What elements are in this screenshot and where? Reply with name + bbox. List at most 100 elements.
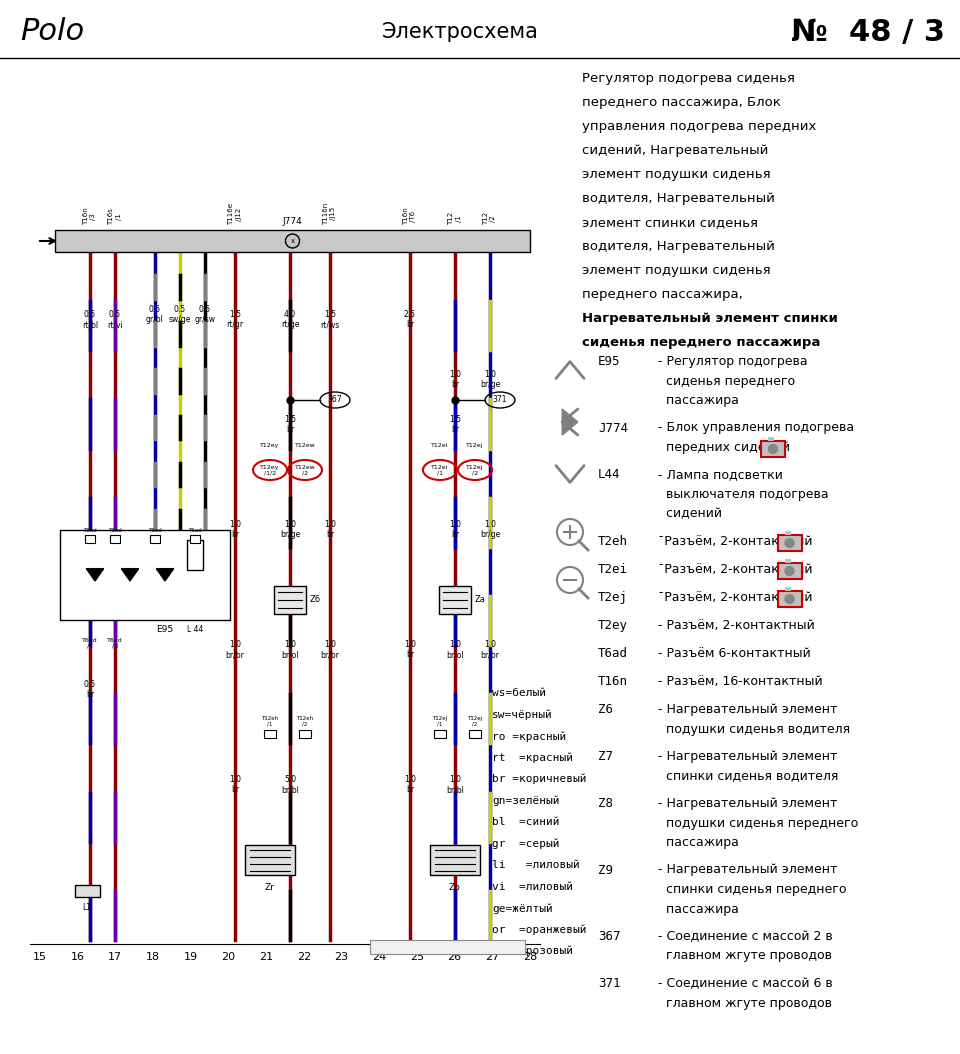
Text: Z9: Z9 — [598, 863, 613, 877]
Text: T12ew: T12ew — [295, 443, 316, 448]
Text: 0.5
rt/bl: 0.5 rt/bl — [82, 310, 98, 330]
Bar — [768, 437, 774, 441]
Text: переднего пассажира,: переднего пассажира, — [582, 288, 743, 301]
Polygon shape — [122, 569, 138, 581]
Text: T12ej
/2: T12ej /2 — [468, 717, 483, 727]
Text: E95: E95 — [598, 355, 620, 368]
Text: пассажира: пассажира — [658, 902, 739, 916]
Text: 371: 371 — [598, 977, 620, 990]
Text: пассажира: пассажира — [658, 836, 739, 850]
Text: 21: 21 — [259, 952, 274, 962]
Text: - Разъём 6-контактный: - Разъём 6-контактный — [658, 647, 811, 660]
Text: J774: J774 — [282, 217, 302, 226]
Text: 0.5
gr/sw: 0.5 gr/sw — [195, 305, 215, 325]
Text: - Нагревательный элемент: - Нагревательный элемент — [658, 703, 837, 716]
Text: - Соединение с массой 2 в: - Соединение с массой 2 в — [658, 930, 832, 943]
Text: сидений, Нагревательный: сидений, Нагревательный — [582, 144, 768, 157]
Circle shape — [785, 539, 794, 547]
Text: T12ej: T12ej — [467, 443, 484, 448]
Text: 20: 20 — [222, 952, 235, 962]
Text: Нагревательный элемент спинки: Нагревательный элемент спинки — [582, 312, 838, 325]
Text: 16: 16 — [71, 952, 84, 962]
Text: T6ad: T6ad — [598, 647, 628, 660]
Text: 1.0
br: 1.0 br — [449, 520, 461, 540]
Text: - Нагревательный элемент: - Нагревательный элемент — [658, 863, 837, 877]
Bar — [110, 535, 120, 543]
Text: - Соединение с массой 6 в: - Соединение с массой 6 в — [658, 977, 832, 990]
Text: T12ey
/1/2: T12ey /1/2 — [260, 465, 279, 475]
Text: элемент подушки сиденья: элемент подушки сиденья — [582, 264, 771, 277]
Circle shape — [785, 566, 794, 575]
Text: 371: 371 — [492, 395, 507, 405]
Text: - Нагревательный элемент: - Нагревательный элемент — [658, 750, 837, 763]
Text: J774: J774 — [598, 422, 628, 434]
Text: sw=чёрный: sw=чёрный — [492, 709, 553, 720]
Text: or  =оранжевый: or =оранжевый — [492, 924, 587, 935]
Bar — [190, 535, 200, 543]
Bar — [784, 559, 791, 563]
Text: 1.0
br: 1.0 br — [229, 775, 241, 795]
Text: ¯Разъём, 2-контактный: ¯Разъём, 2-контактный — [658, 591, 812, 604]
Bar — [60, 530, 230, 620]
Text: Za: Za — [475, 596, 486, 605]
Bar — [370, 940, 525, 954]
Text: gn=зелёный: gn=зелёный — [492, 796, 560, 806]
Text: 1.0
br/ge: 1.0 br/ge — [480, 370, 500, 389]
Text: Z6: Z6 — [598, 703, 613, 716]
Text: T6ad: T6ad — [84, 528, 97, 533]
Text: T12ej
/1: T12ej /1 — [432, 717, 447, 727]
Text: T12ey: T12ey — [260, 443, 279, 448]
Text: bl  =синий: bl =синий — [492, 817, 560, 827]
Text: 5.0
br/bl: 5.0 br/bl — [281, 775, 299, 795]
Text: сиденья переднего: сиденья переднего — [658, 374, 795, 388]
Bar — [55, 230, 530, 252]
Text: 1.0
br/ol: 1.0 br/ol — [446, 640, 464, 660]
Text: T6ad
/1: T6ad /1 — [83, 638, 98, 649]
Text: T116e
/J12: T116e /J12 — [228, 203, 242, 225]
Text: главном жгуте проводов: главном жгуте проводов — [658, 950, 832, 962]
Text: управления подогрева передних: управления подогрева передних — [582, 120, 816, 133]
Text: - Регулятор подогрева: - Регулятор подогрева — [658, 355, 807, 368]
Text: T6ad: T6ad — [148, 528, 162, 533]
Bar — [274, 586, 306, 614]
Text: T2ey: T2ey — [598, 619, 628, 632]
Text: T116n
/J15: T116n /J15 — [324, 202, 337, 225]
Text: 27: 27 — [485, 952, 499, 962]
Text: rs  =розовый: rs =розовый — [492, 946, 573, 956]
Text: 15: 15 — [33, 952, 47, 962]
Text: - Разъём, 2-контактный: - Разъём, 2-контактный — [658, 619, 815, 632]
Text: 1.0
br/bl: 1.0 br/bl — [446, 775, 464, 795]
Text: 0.5
rt/vi: 0.5 rt/vi — [108, 310, 123, 330]
Text: T2eh: T2eh — [598, 535, 628, 548]
Text: №  48 / 3: № 48 / 3 — [791, 18, 945, 46]
Text: 1.0
br/ol: 1.0 br/ol — [281, 640, 299, 660]
Text: выключателя подогрева: выключателя подогрева — [658, 488, 828, 501]
Text: 1.0
br: 1.0 br — [324, 520, 336, 540]
Text: 28: 28 — [523, 952, 538, 962]
Text: водителя, Нагревательный: водителя, Нагревательный — [582, 192, 775, 204]
Text: T6ad
/3: T6ad /3 — [108, 638, 123, 649]
Text: пассажира: пассажира — [658, 394, 739, 407]
Text: главном жгуте проводов: главном жгуте проводов — [658, 996, 832, 1010]
Text: T12eh
/2: T12eh /2 — [297, 717, 314, 727]
Text: li   =лиловый: li =лиловый — [492, 860, 580, 870]
Bar — [187, 540, 203, 570]
Text: 0.5
gr/bl: 0.5 gr/bl — [146, 305, 164, 325]
Text: 4.0
rt/ge: 4.0 rt/ge — [280, 310, 300, 330]
Text: Z8: Z8 — [598, 797, 613, 811]
Bar — [469, 730, 481, 738]
Text: gr  =серый: gr =серый — [492, 839, 560, 850]
Bar — [778, 563, 802, 579]
Text: T6ad: T6ad — [108, 528, 122, 533]
Bar — [299, 730, 311, 738]
Bar — [264, 730, 276, 738]
Text: 17: 17 — [108, 952, 123, 962]
Text: 1.0
br: 1.0 br — [229, 520, 241, 540]
Text: T12ei
/1: T12ei /1 — [431, 465, 448, 475]
Text: 0.5
br: 0.5 br — [84, 680, 96, 700]
Text: T2ei: T2ei — [598, 563, 628, 575]
Circle shape — [785, 594, 794, 604]
Text: ro =красный: ro =красный — [492, 731, 566, 742]
Text: подушки сиденья водителя: подушки сиденья водителя — [658, 722, 851, 736]
Text: x: x — [291, 238, 295, 243]
